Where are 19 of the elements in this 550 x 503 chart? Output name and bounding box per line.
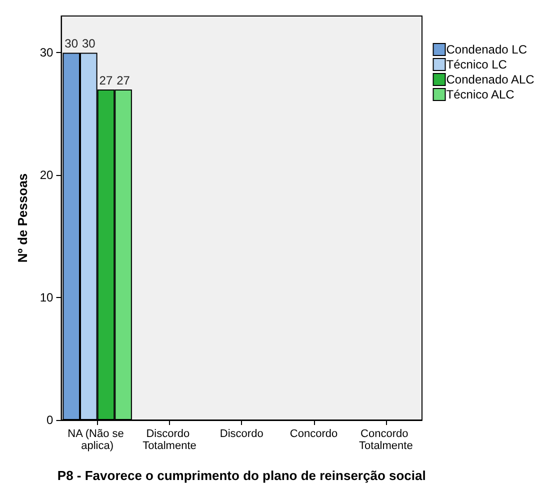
x-tick-label: Discordo Totalmente <box>142 428 196 452</box>
y-tick-label: 10 <box>40 290 54 305</box>
x-tick-label: NA (Não se aplica) <box>68 428 127 452</box>
legend-label: Técnico ALC <box>446 88 515 102</box>
y-tick-label: 30 <box>40 46 54 60</box>
x-tick-label: Discordo <box>220 428 264 440</box>
data-label: 30 <box>64 36 78 51</box>
y-tick-label: 0 <box>46 413 54 427</box>
y-tick-label: 20 <box>40 168 54 182</box>
y-axis-title: Nº de Pessoas <box>15 173 30 263</box>
data-label: 30 <box>82 36 96 51</box>
x-tick-label: Concordo Totalmente <box>359 428 413 452</box>
data-label: 27 <box>99 73 113 88</box>
x-tick-label: Concordo <box>290 428 338 440</box>
legend-label: Condenado LC <box>446 42 528 56</box>
data-label: 27 <box>116 73 130 88</box>
legend-label: Condenado ALC <box>446 72 535 86</box>
legend-label: Técnico LC <box>446 58 508 72</box>
x-axis-title: P8 - Favorece o cumprimento do plano de reinserção social <box>57 468 426 483</box>
